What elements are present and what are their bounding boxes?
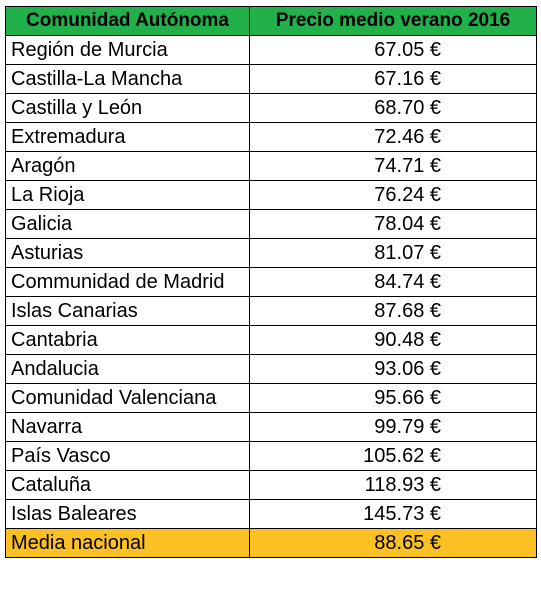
region-cell: País Vasco: [5, 441, 250, 471]
price-cell: 99.79 €: [249, 412, 537, 442]
table-row: Extremadura 72.46 €: [5, 122, 537, 152]
price-cell: 118.93 €: [249, 470, 537, 500]
table-row: Cataluña 118.93 €: [5, 470, 537, 500]
table-row: Islas Canarias 87.68 €: [5, 296, 537, 326]
region-cell: Cataluña: [5, 470, 250, 500]
region-cell: Islas Canarias: [5, 296, 250, 326]
table-row: Aragón 74.71 €: [5, 151, 537, 181]
table-row: Islas Baleares 145.73 €: [5, 499, 537, 529]
header-price: Precio medio verano 2016: [249, 6, 537, 36]
price-cell: 93.06 €: [249, 354, 537, 384]
price-cell: 95.66 €: [249, 383, 537, 413]
price-cell: 81.07 €: [249, 238, 537, 268]
region-cell: Región de Murcia: [5, 35, 250, 65]
region-cell: Asturias: [5, 238, 250, 268]
table-row: Cantabria 90.48 €: [5, 325, 537, 355]
table-row: Galicia 78.04 €: [5, 209, 537, 239]
price-cell: 72.46 €: [249, 122, 537, 152]
national-average-label: Media nacional: [5, 528, 250, 558]
national-average-row: Media nacional 88.65 €: [5, 528, 537, 558]
price-cell: 145.73 €: [249, 499, 537, 529]
price-cell: 67.16 €: [249, 64, 537, 94]
table-row: Asturias 81.07 €: [5, 238, 537, 268]
header-region: Comunidad Autónoma: [5, 6, 250, 36]
region-cell: Aragón: [5, 151, 250, 181]
region-cell: Islas Baleares: [5, 499, 250, 529]
price-table-container: Comunidad Autónoma Precio medio verano 2…: [5, 6, 537, 604]
table-row: Castilla y León 68.70 €: [5, 93, 537, 123]
region-cell: Extremadura: [5, 122, 250, 152]
table-row: País Vasco 105.62 €: [5, 441, 537, 471]
price-cell: 105.62 €: [249, 441, 537, 471]
price-cell: 78.04 €: [249, 209, 537, 239]
national-average-price: 88.65 €: [249, 528, 537, 558]
price-cell: 87.68 €: [249, 296, 537, 326]
table-row: Castilla-La Mancha 67.16 €: [5, 64, 537, 94]
price-table: Comunidad Autónoma Precio medio verano 2…: [5, 6, 537, 558]
region-cell: Castilla-La Mancha: [5, 64, 250, 94]
region-cell: Andalucia: [5, 354, 250, 384]
price-cell: 74.71 €: [249, 151, 537, 181]
price-cell: 67.05 €: [249, 35, 537, 65]
price-cell: 90.48 €: [249, 325, 537, 355]
table-row: Communidad de Madrid 84.74 €: [5, 267, 537, 297]
header-row: Comunidad Autónoma Precio medio verano 2…: [5, 6, 537, 36]
region-cell: Navarra: [5, 412, 250, 442]
price-cell: 76.24 €: [249, 180, 537, 210]
table-row: Región de Murcia 67.05 €: [5, 35, 537, 65]
table-row: Andalucia 93.06 €: [5, 354, 537, 384]
price-cell: 84.74 €: [249, 267, 537, 297]
region-cell: Comunidad Valenciana: [5, 383, 250, 413]
table-row: La Rioja 76.24 €: [5, 180, 537, 210]
region-cell: Communidad de Madrid: [5, 267, 250, 297]
region-cell: Galicia: [5, 209, 250, 239]
region-cell: Cantabria: [5, 325, 250, 355]
region-cell: Castilla y León: [5, 93, 250, 123]
table-row: Navarra 99.79 €: [5, 412, 537, 442]
price-cell: 68.70 €: [249, 93, 537, 123]
table-row: Comunidad Valenciana 95.66 €: [5, 383, 537, 413]
region-cell: La Rioja: [5, 180, 250, 210]
